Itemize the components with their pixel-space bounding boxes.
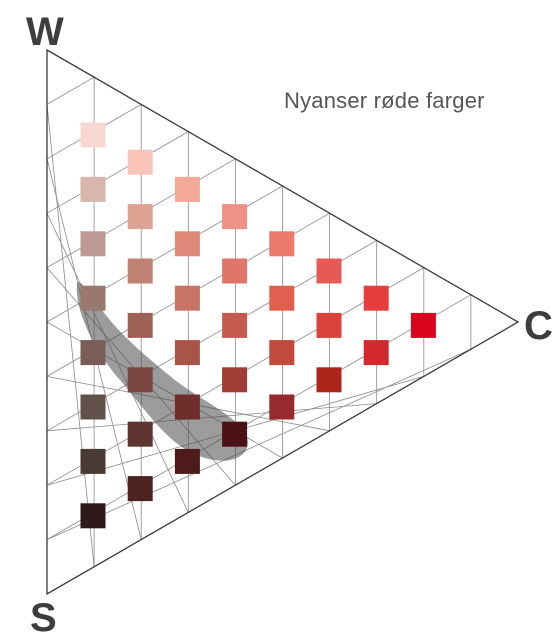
color-swatch bbox=[174, 231, 200, 257]
color-swatch bbox=[80, 122, 106, 148]
color-swatch bbox=[316, 367, 342, 393]
color-swatch bbox=[363, 285, 389, 311]
color-swatch bbox=[80, 285, 106, 311]
color-swatch bbox=[127, 258, 153, 284]
vertex-label-w: W bbox=[26, 10, 64, 54]
color-swatch bbox=[222, 312, 248, 338]
triangle-border bbox=[46, 48, 520, 596]
color-swatch bbox=[316, 258, 342, 284]
triangle-outline bbox=[46, 48, 520, 596]
color-swatch bbox=[222, 367, 248, 393]
color-swatch bbox=[174, 340, 200, 366]
color-swatch bbox=[222, 421, 248, 447]
color-swatch bbox=[127, 367, 153, 393]
color-swatch bbox=[316, 312, 342, 338]
color-swatch bbox=[80, 340, 106, 366]
color-swatch bbox=[80, 394, 106, 420]
vertex-label-c: C bbox=[524, 304, 553, 348]
color-swatch bbox=[269, 394, 295, 420]
color-swatch bbox=[80, 176, 106, 202]
diagram-title: Nyanser røde farger bbox=[284, 88, 485, 113]
color-swatch bbox=[80, 448, 106, 474]
grid-line-descending bbox=[46, 131, 189, 214]
color-swatch bbox=[269, 285, 295, 311]
color-swatch bbox=[80, 503, 106, 529]
color-swatch bbox=[174, 394, 200, 420]
color-swatch bbox=[363, 340, 389, 366]
color-swatch bbox=[127, 476, 153, 502]
swatches bbox=[80, 122, 436, 529]
color-swatch bbox=[269, 231, 295, 257]
vertex-label-s: S bbox=[30, 596, 57, 640]
color-swatch bbox=[174, 176, 200, 202]
color-swatch bbox=[174, 448, 200, 474]
color-swatch bbox=[269, 340, 295, 366]
grid-line-descending bbox=[46, 294, 472, 540]
shaded-region bbox=[76, 282, 248, 461]
color-swatch bbox=[410, 312, 436, 338]
grid-line-descending bbox=[46, 76, 95, 105]
color-swatch bbox=[127, 149, 153, 175]
color-swatch bbox=[127, 421, 153, 447]
grid-line-ascending bbox=[46, 348, 472, 540]
color-swatch bbox=[174, 285, 200, 311]
color-swatch bbox=[222, 204, 248, 230]
color-swatch bbox=[127, 312, 153, 338]
color-swatch bbox=[222, 258, 248, 284]
color-swatch bbox=[80, 231, 106, 257]
color-swatch bbox=[127, 204, 153, 230]
